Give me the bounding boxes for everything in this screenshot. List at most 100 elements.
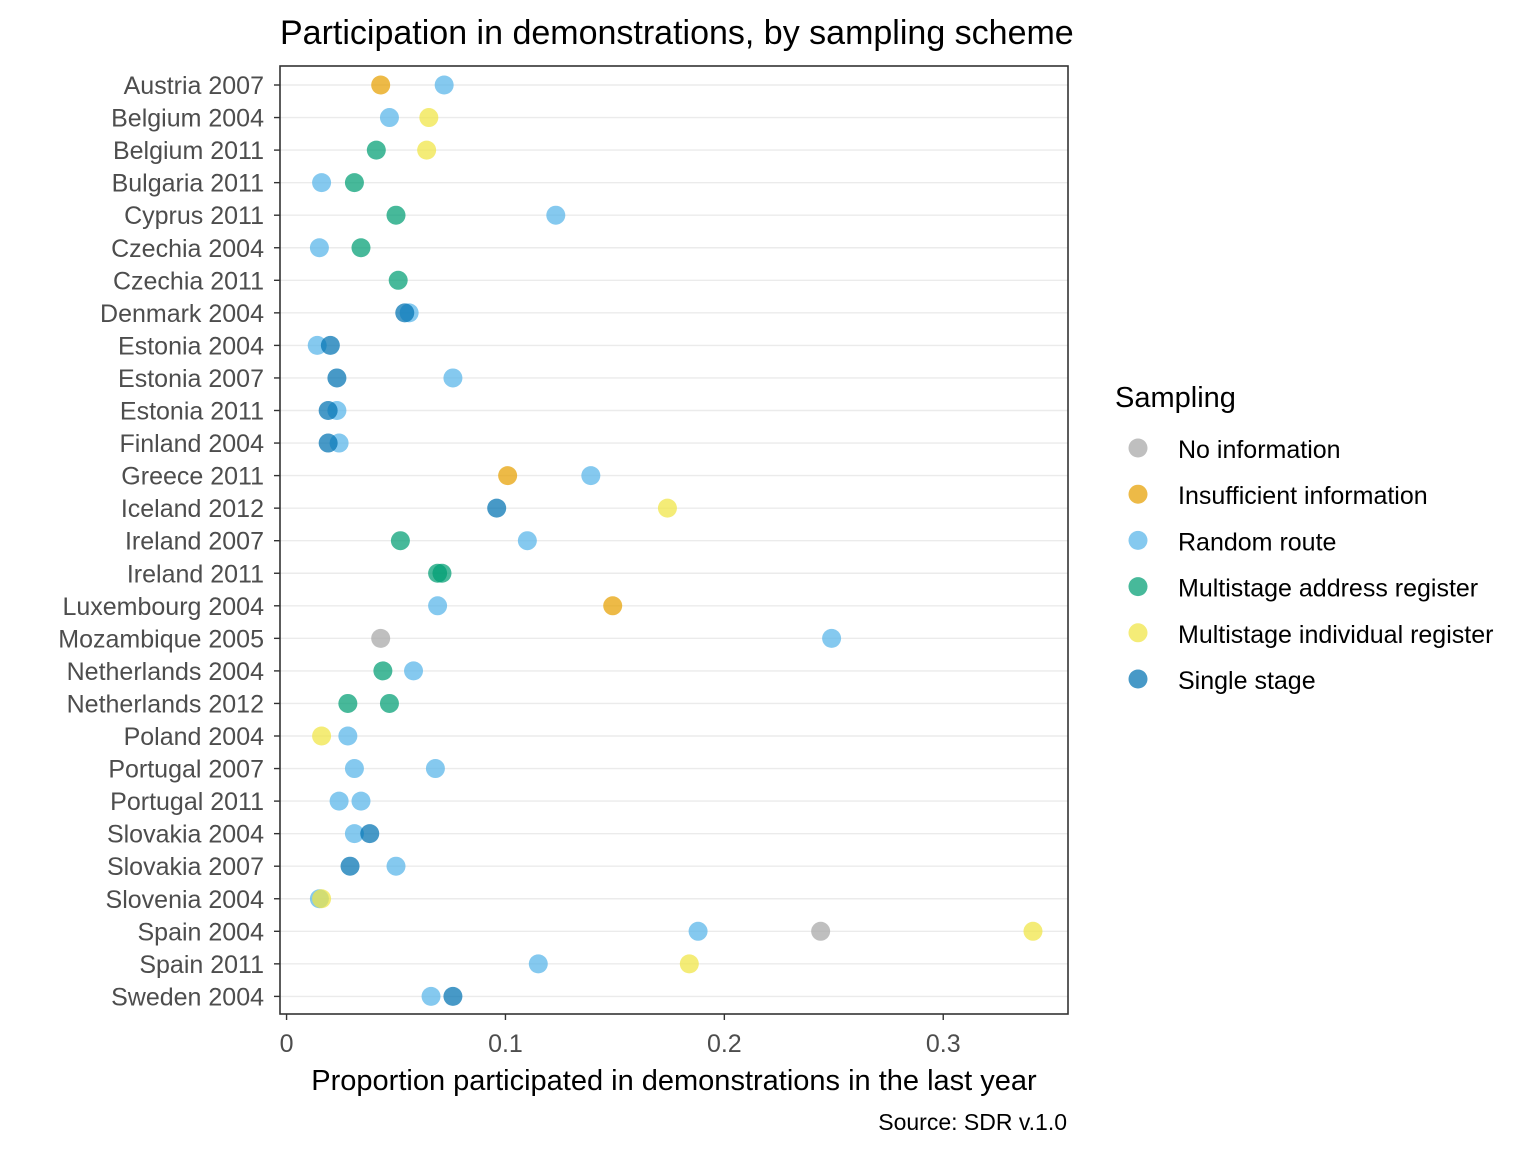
y-tick-label: Belgium 2004: [111, 105, 264, 133]
y-tick-label: Netherlands 2004: [67, 658, 264, 686]
y-tick-label: Spain 2004: [137, 918, 264, 946]
legend-key: [1128, 484, 1148, 504]
data-point: [344, 824, 364, 844]
data-points: [307, 75, 1043, 1006]
data-point: [344, 759, 364, 779]
y-tick-label: Mozambique 2005: [58, 625, 264, 653]
data-point: [360, 824, 380, 844]
data-point: [395, 303, 415, 323]
data-point: [351, 238, 371, 258]
data-point: [417, 140, 437, 160]
data-point: [312, 726, 332, 746]
legend-label: Multistage individual register: [1178, 621, 1493, 649]
data-point: [338, 693, 358, 713]
data-point: [379, 693, 399, 713]
x-tick-label: 0.1: [488, 1030, 523, 1058]
x-tick-label: 0.2: [707, 1030, 742, 1058]
data-point: [517, 531, 537, 551]
data-point: [371, 75, 391, 95]
y-tick-label: Denmark 2004: [100, 300, 264, 328]
data-point: [657, 498, 677, 518]
data-point: [581, 466, 601, 486]
legend-key: [1128, 438, 1148, 458]
y-tick-label: Sweden 2004: [111, 983, 264, 1011]
y-tick-label: Ireland 2007: [125, 528, 264, 556]
y-tick-label: Finland 2004: [119, 430, 264, 458]
y-axis: Austria 2007 Belgium 2004 Belgium 2011 Bulg…: [58, 72, 280, 1011]
legend: Sampling No information Insufficient info…: [1115, 382, 1493, 695]
data-point: [679, 954, 699, 974]
data-point: [425, 759, 445, 779]
data-point: [344, 173, 364, 193]
y-tick-label: Cyprus 2011: [124, 202, 264, 230]
legend-label: Random route: [1178, 528, 1336, 556]
data-point: [528, 954, 548, 974]
data-point: [327, 368, 347, 388]
data-point: [498, 466, 518, 486]
x-tick-label: 0: [280, 1030, 294, 1058]
chart-title: Participation in demonstrations, by samp…: [280, 14, 1074, 52]
y-tick-label: Netherlands 2012: [67, 690, 264, 718]
y-tick-label: Portugal 2011: [110, 788, 264, 816]
legend-key: [1128, 577, 1148, 597]
legend-label: No information: [1178, 436, 1341, 464]
data-point: [307, 335, 327, 355]
y-tick-label: Estonia 2004: [118, 332, 264, 360]
y-tick-label: Greece 2011: [121, 463, 264, 491]
caption: Source: SDR v.1.0: [878, 1109, 1067, 1135]
data-point: [351, 791, 371, 811]
data-point: [434, 75, 454, 95]
legend-label: Multistage address register: [1178, 575, 1478, 603]
data-point: [443, 368, 463, 388]
data-point: [338, 726, 358, 746]
y-tick-label: Poland 2004: [124, 723, 265, 751]
data-point: [379, 108, 399, 128]
y-tick-label: Slovakia 2007: [107, 853, 264, 881]
data-point: [546, 205, 566, 225]
y-tick-label: Czechia 2004: [111, 235, 264, 263]
data-point: [312, 889, 332, 909]
data-point: [1023, 921, 1043, 941]
y-tick-label: Luxembourg 2004: [62, 593, 264, 621]
y-tick-label: Slovenia 2004: [106, 886, 265, 914]
data-point: [309, 238, 329, 258]
y-tick-label: Iceland 2012: [121, 495, 264, 523]
data-point: [428, 596, 448, 616]
data-point: [318, 401, 338, 420]
data-point: [688, 921, 708, 941]
data-point: [329, 791, 349, 811]
data-point: [371, 628, 391, 648]
data-point: [811, 921, 831, 941]
y-tick-label: Bulgaria 2011: [112, 170, 264, 198]
data-point: [419, 108, 439, 128]
x-axis: 0 0.1 0.2 0.3: [280, 1014, 961, 1058]
legend-label: Insufficient information: [1178, 482, 1428, 510]
data-point: [421, 986, 441, 1006]
data-point: [390, 531, 410, 551]
legend-key: [1128, 669, 1148, 689]
legend-key: [1128, 623, 1148, 643]
y-tick-label: Belgium 2011: [113, 137, 264, 165]
y-tick-label: Austria 2007: [124, 72, 264, 100]
data-point: [404, 661, 424, 681]
y-tick-label: Estonia 2011: [120, 398, 264, 426]
legend-key: [1128, 530, 1148, 550]
y-tick-label: Czechia 2011: [113, 267, 264, 295]
data-point: [487, 498, 507, 518]
x-tick-label: 0.3: [926, 1030, 961, 1058]
data-point: [366, 140, 386, 160]
data-point: [388, 270, 408, 290]
legend-label: Single stage: [1178, 667, 1316, 695]
data-point: [320, 335, 340, 355]
data-point: [373, 661, 393, 681]
y-tick-label: Spain 2011: [139, 951, 264, 979]
data-point: [432, 563, 452, 583]
data-point: [822, 628, 842, 648]
data-point: [340, 856, 360, 876]
y-tick-label: Estonia 2007: [118, 365, 264, 393]
legend-title: Sampling: [1115, 382, 1236, 414]
data-point: [312, 173, 332, 193]
data-point: [603, 596, 623, 616]
x-axis-label: Proportion participated in demonstration…: [311, 1065, 1037, 1097]
